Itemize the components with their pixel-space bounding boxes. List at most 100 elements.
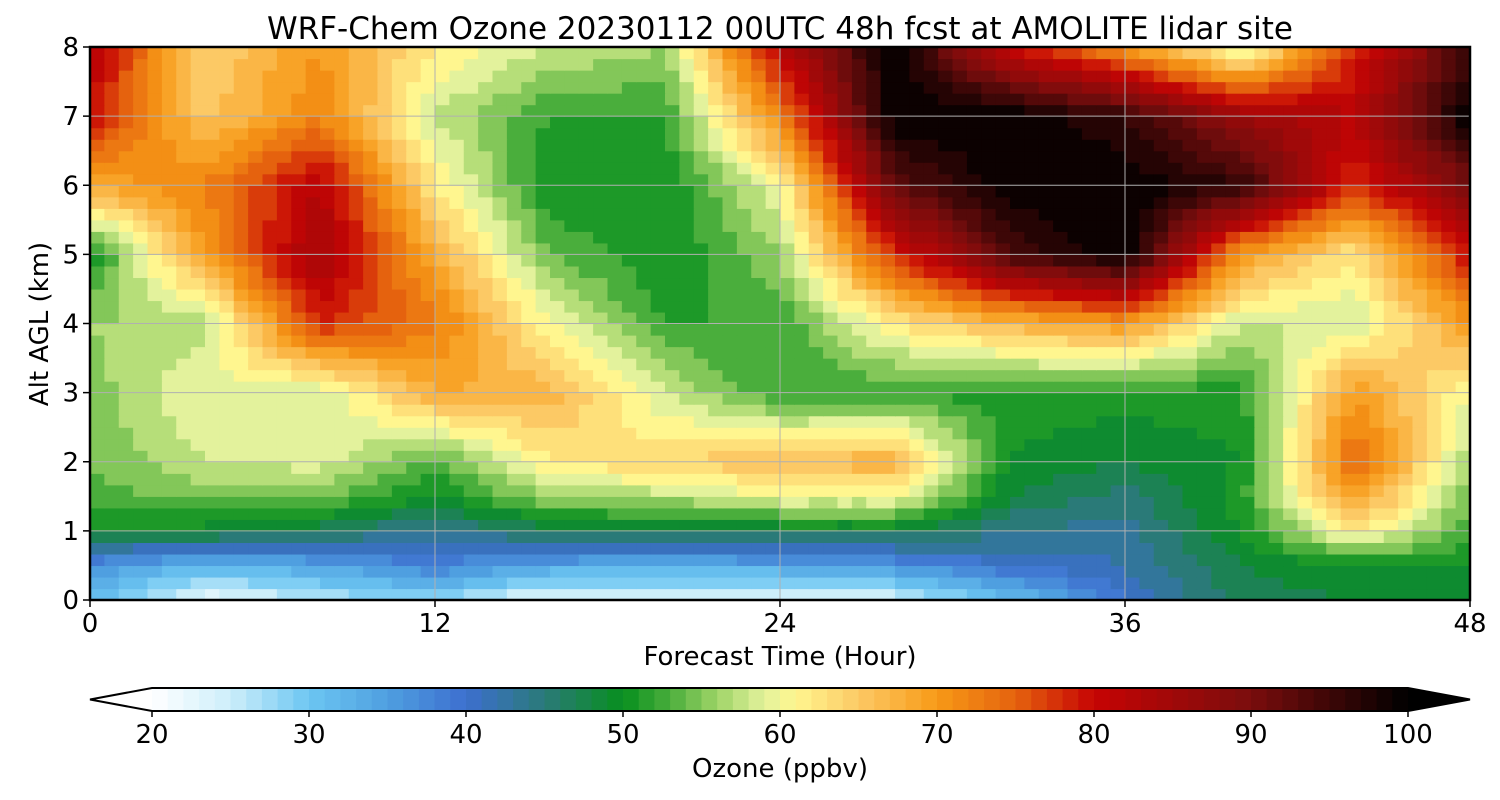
heatmap-cell (837, 576, 853, 590)
heatmap-cell (1240, 127, 1255, 140)
heatmap-cell (262, 150, 278, 163)
heatmap-cell (995, 208, 1011, 221)
heatmap-cell (1426, 404, 1442, 417)
heatmap-cell (1398, 484, 1414, 497)
heatmap-cell (1297, 473, 1313, 486)
heatmap-cell (621, 461, 637, 474)
heatmap-cell (736, 242, 752, 255)
heatmap-cell (535, 185, 551, 198)
heatmap-cell (1225, 47, 1241, 60)
heatmap-cell (650, 438, 666, 451)
heatmap-cell (104, 450, 120, 463)
heatmap-cell (420, 484, 436, 497)
heatmap-cell (794, 496, 810, 509)
heatmap-cell (1067, 369, 1083, 382)
heatmap-cell (1168, 265, 1184, 279)
heatmap-cell (377, 185, 393, 198)
heatmap-cell (1110, 461, 1126, 474)
heatmap-cell (377, 461, 393, 474)
heatmap-cell (780, 265, 795, 279)
heatmap-cell (291, 265, 307, 279)
heatmap-cell (722, 311, 738, 325)
heatmap-cell (679, 473, 695, 486)
heatmap-cell (463, 254, 479, 267)
heatmap-cell (708, 139, 724, 152)
heatmap-cell (420, 70, 436, 83)
heatmap-cell (1010, 404, 1025, 417)
heatmap-cell (1326, 242, 1342, 255)
heatmap-cell (1196, 576, 1212, 590)
heatmap-cell (435, 265, 450, 279)
heatmap-cell (578, 265, 594, 279)
heatmap-cell (363, 173, 379, 186)
heatmap-cell (909, 576, 925, 590)
heatmap-cell (952, 162, 968, 175)
heatmap-cell (578, 323, 594, 336)
heatmap-cell (794, 70, 810, 83)
heatmap-cell (751, 335, 767, 348)
heatmap-cell (593, 565, 609, 578)
heatmap-cell (90, 427, 105, 440)
heatmap-cell (478, 381, 494, 394)
heatmap-cell (636, 58, 652, 71)
heatmap-cell (535, 150, 551, 163)
heatmap-cell (291, 116, 307, 129)
heatmap-cell (621, 346, 637, 359)
heatmap-cell (1211, 519, 1227, 532)
heatmap-cell (1240, 473, 1255, 486)
heatmap-cell (1196, 415, 1212, 428)
heatmap-cell (808, 47, 824, 60)
heatmap-cell (708, 162, 724, 175)
heatmap-cell (578, 288, 594, 302)
heatmap-cell (104, 335, 120, 348)
heatmap-cell (665, 311, 680, 325)
heatmap-cell (837, 196, 853, 209)
heatmap-cell (161, 47, 177, 60)
heatmap-cell (823, 219, 839, 232)
heatmap-cell (593, 323, 609, 336)
heatmap-cell (1326, 300, 1342, 313)
heatmap-cell (1383, 369, 1399, 382)
heatmap-cell (1254, 519, 1270, 532)
heatmap-cell (636, 576, 652, 590)
heatmap-cell (535, 300, 551, 313)
heatmap-cell (1053, 507, 1069, 520)
heatmap-cell (650, 530, 666, 543)
heatmap-cell (1196, 484, 1212, 497)
heatmap-cell (1254, 335, 1270, 348)
heatmap-cell (1067, 127, 1083, 140)
heatmap-cell (636, 530, 652, 543)
heatmap-cell (564, 415, 580, 428)
heatmap-cell (1211, 127, 1227, 140)
heatmap-cell (665, 461, 680, 474)
heatmap-cell (1369, 162, 1385, 175)
heatmap-cell (966, 415, 982, 428)
heatmap-cell (1211, 346, 1227, 359)
heatmap-cell (1010, 185, 1025, 198)
heatmap-cell (751, 162, 767, 175)
heatmap-cell (478, 461, 494, 474)
heatmap-cell (521, 381, 537, 394)
heatmap-cell (1412, 553, 1428, 567)
heatmap-cell (219, 47, 235, 60)
colorbar-cell (1266, 688, 1283, 711)
heatmap-cell (708, 173, 724, 186)
heatmap-cell (1441, 93, 1457, 106)
heatmap-cell (1340, 565, 1356, 578)
heatmap-cell (320, 47, 335, 60)
heatmap-cell (851, 438, 867, 451)
heatmap-cell (1240, 288, 1255, 302)
heatmap-cell (1125, 127, 1140, 140)
heatmap-cell (1182, 116, 1198, 129)
heatmap-cell (161, 335, 177, 348)
heatmap-cell (765, 473, 781, 486)
heatmap-cell (104, 438, 120, 451)
heatmap-cell (233, 288, 249, 302)
heatmap-cell (1125, 58, 1140, 71)
heatmap-cell (1110, 369, 1126, 382)
heatmap-cell (377, 265, 393, 279)
heatmap-cell (1311, 323, 1327, 336)
heatmap-cell (305, 47, 321, 60)
heatmap-cell (1168, 450, 1184, 463)
heatmap-cell (348, 277, 364, 290)
